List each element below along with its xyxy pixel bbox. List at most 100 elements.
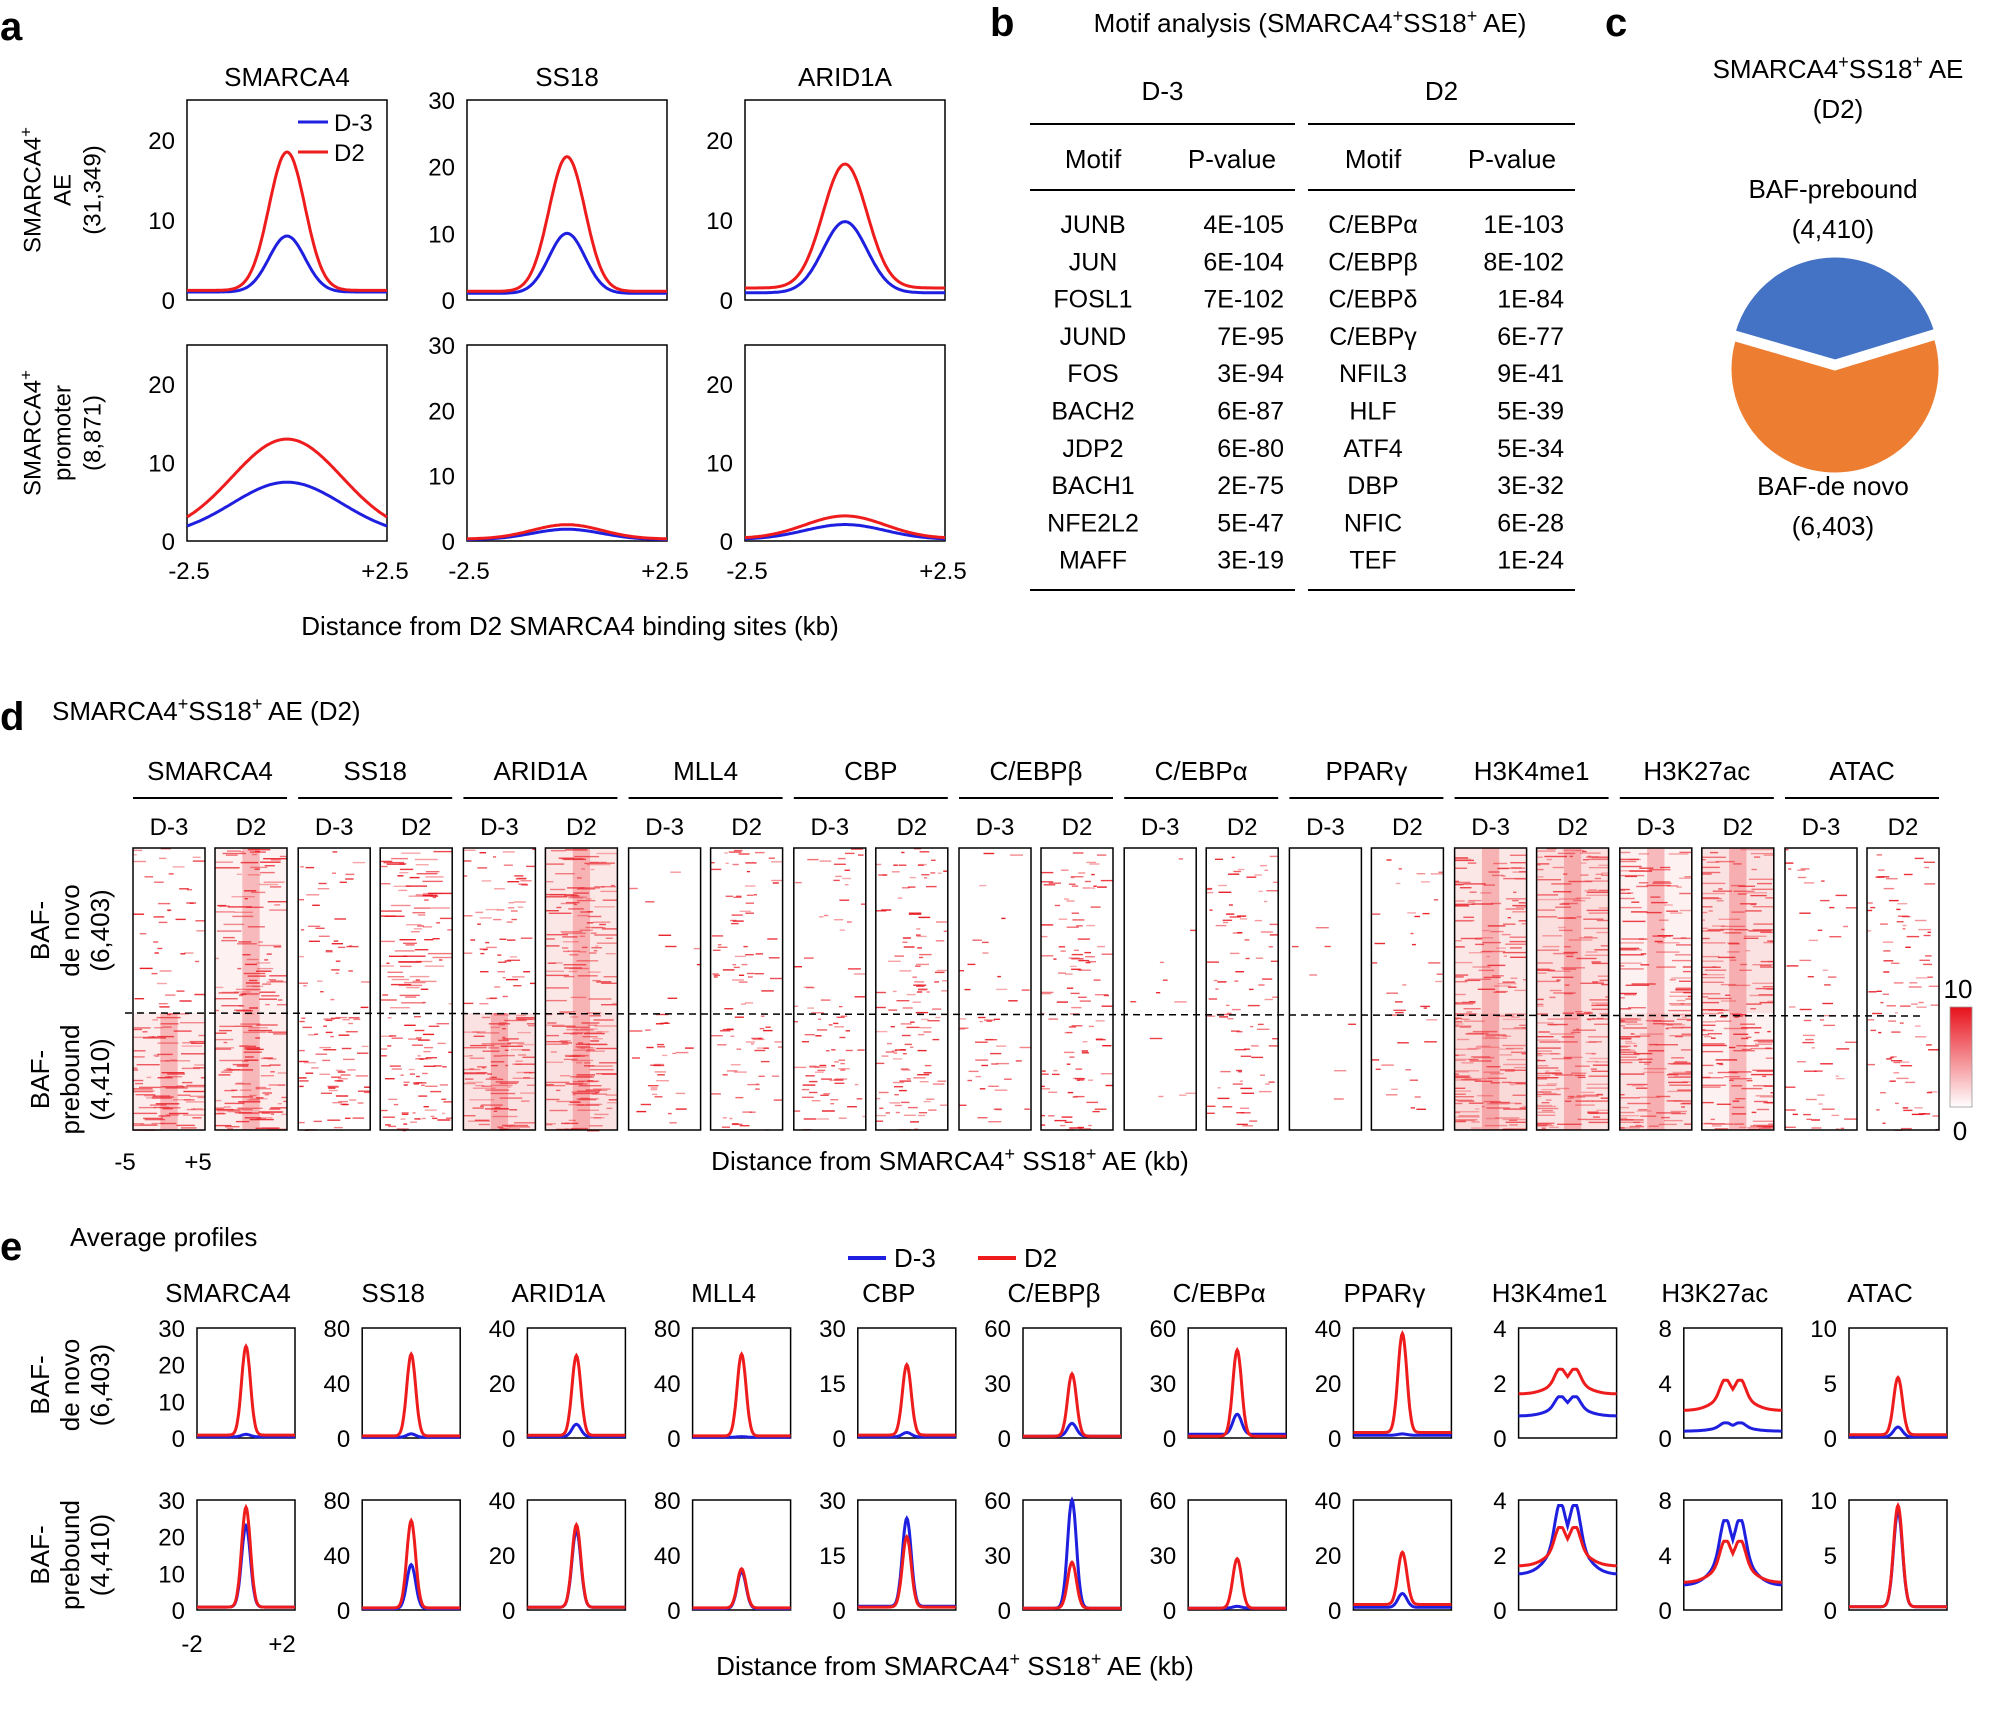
heatmap-mark [1711,1123,1734,1125]
heatmap-mark [1454,1003,1474,1005]
heatmap-mark [1753,1124,1774,1126]
heatmap-mark [270,886,282,888]
heatmap-MLL4-D-3 [628,848,701,1130]
heatmap-mark [875,1097,881,1100]
heatmap-mark [1536,1093,1561,1096]
heatmap-mark [490,1061,505,1063]
heatmap-mark [1582,1094,1604,1096]
avg-y-tick: 40 [654,1543,681,1570]
heatmap-mark [1619,1017,1642,1020]
heatmap-frame [462,847,537,1131]
avg-y-tick: 4 [1658,1371,1671,1398]
heatmap-mark [1601,874,1609,876]
heatmap-mark [1577,1076,1586,1079]
heatmap-factor-C/EBPβ: C/EBPβ [990,756,1083,786]
heatmap-mark [1078,959,1090,962]
heatmap-mark [1041,1085,1045,1088]
heatmap-mark [318,935,330,937]
heatmap-mark [595,1091,600,1094]
heatmap-mark [1764,988,1774,990]
heatmap-mark [317,888,330,890]
heatmap-mark [1471,1121,1480,1123]
heatmap-mark [1727,951,1740,953]
heatmap-mark [567,897,583,899]
heatmap-mark [298,1077,307,1079]
heatmap-mark [959,1028,966,1030]
heatmap-mark [1416,1108,1426,1110]
heatmap-mark [1758,994,1774,996]
heatmap-mark [1103,994,1109,997]
table-cell: 1E-103 [1483,211,1564,239]
heatmap-mark [333,940,339,942]
heatmap-mark [1097,945,1105,948]
heatmap-mark [988,1121,1002,1123]
heatmap-mark [1292,945,1299,948]
heatmap-mark [1536,868,1544,871]
heatmap-mark [1729,959,1737,961]
heatmap-mark [1701,856,1726,858]
heatmap-mark [1501,1081,1512,1084]
heatmap-cond-D-3: D-3 [150,814,189,841]
colorbar-min: 0 [1953,1116,1967,1146]
heatmap-mark [1583,927,1609,930]
heatmap-mark [1760,931,1773,934]
table-group-D2: D2 [1425,76,1458,106]
heatmap-mark [888,960,901,962]
heatmap-mark [501,1054,515,1057]
heatmap-mark [594,934,618,936]
heatmap-mark [411,1044,423,1046]
heatmap-mark [1633,1045,1638,1047]
heatmap-mark [1521,923,1527,925]
heatmap-mark [463,875,468,877]
heatmap-mark [1511,1051,1527,1053]
heatmap-mark [511,1049,530,1051]
heatmap-mark [741,1003,746,1005]
heatmap-mark [590,1117,605,1119]
heatmap-mark [402,955,426,957]
heatmap-mark [216,1108,234,1111]
heatmap-mark [801,1096,814,1098]
heatmap-mark [548,912,572,914]
heatmap-mark [1086,1101,1099,1104]
heatmap-group-prebound-line: (4,410) [85,1038,115,1120]
heatmap-mark [1817,1094,1825,1096]
heatmap-mark [894,1104,902,1107]
heatmap-mark [331,969,340,971]
heatmap-mark [731,1123,743,1126]
heatmap-mark [463,860,472,862]
heatmap-mark [1228,904,1233,906]
heatmap-mark [221,939,237,942]
heatmap-mark [756,1047,768,1049]
heatmap-mark [1625,1042,1637,1045]
heatmap-mark [1817,929,1823,931]
heatmap-mark [1738,885,1755,887]
heatmap-mark [1582,859,1589,861]
heatmap-mark [313,1120,322,1123]
heatmap-mark [918,1114,926,1117]
heatmap-mark [1741,1087,1763,1090]
avg-factor-C/EBPβ: C/EBPβ [1008,1278,1101,1308]
heatmap-mark [1619,897,1635,900]
heatmap-mark [391,1068,402,1070]
heatmap-mark [215,1112,226,1115]
heatmap-mark [1717,1071,1737,1074]
heatmap-mark [1728,943,1740,945]
heatmap-mark [335,960,341,962]
heatmap-mark [1765,897,1774,899]
heatmap-mark [1393,1009,1406,1011]
heatmap-mark [1701,937,1710,940]
heatmap-mark [436,922,441,924]
heatmap-mark [1905,1081,1916,1084]
heatmap-mark [1744,935,1767,937]
heatmap-mark [650,1064,661,1066]
heatmap-mark [942,980,948,982]
heatmap-mark [1734,1016,1739,1018]
heatmap-mark [514,875,524,877]
heatmap-mark [901,851,905,854]
heatmap-mark [181,1045,202,1047]
heatmap-mark [994,1089,1008,1091]
heatmap-mark [1800,868,1810,870]
heatmap-mark [1555,906,1572,908]
heatmap-mark [315,1053,328,1055]
heatmap-mark [546,1084,554,1086]
